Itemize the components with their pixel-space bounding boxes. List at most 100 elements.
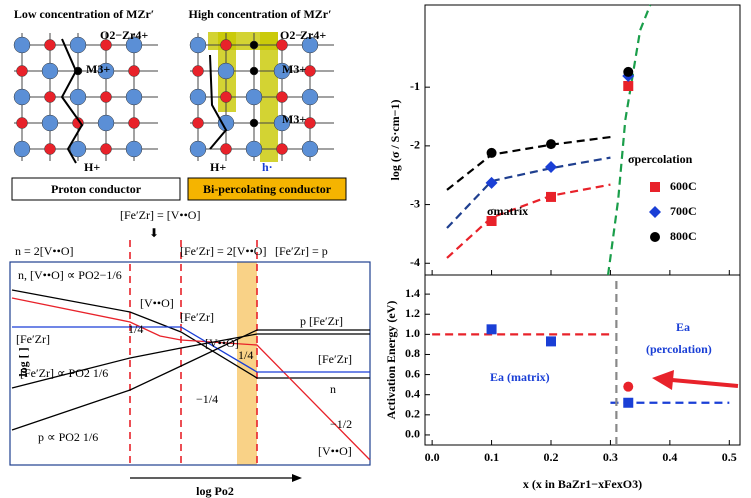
oxygen-ion <box>44 91 56 103</box>
down-arrow: ⬇ <box>149 226 159 240</box>
y-tick-label: 0.4 <box>405 386 420 400</box>
p-curve <box>11 329 370 431</box>
marker <box>623 381 634 392</box>
ion-label: h· <box>262 160 273 174</box>
y-tick-label: -4 <box>410 255 420 269</box>
legend-label: 800C <box>670 229 697 243</box>
x-tick-label: 0.1 <box>484 450 499 464</box>
dopant-ion <box>249 118 259 128</box>
region-label: [Fe′Zr] = 2[V••O] <box>180 244 266 258</box>
panel-title: Low concentration of MZr′ <box>14 7 154 21</box>
marker <box>649 206 661 218</box>
caption-box <box>11 177 181 201</box>
fit-line <box>446 156 611 229</box>
plot-frame <box>424 274 741 446</box>
annotation: Ea <box>676 320 690 334</box>
pointer-arrow <box>671 378 739 388</box>
y-tick-label: -1 <box>410 79 420 93</box>
host-ion <box>125 36 143 54</box>
x-tick-label: 0.4 <box>662 450 677 464</box>
marker <box>623 81 634 91</box>
host-ion <box>273 62 291 80</box>
y-tick-label: 1.0 <box>405 326 420 340</box>
marker <box>486 147 497 158</box>
curve-label: [Fe′Zr] <box>16 332 50 346</box>
ion-label: M3+ <box>282 62 306 76</box>
region-label: [Fe′Zr] = [V••O] <box>120 208 200 222</box>
x-arrowhead <box>292 474 302 482</box>
ion-label: M3+ <box>86 62 110 76</box>
curve-label: p ∝ PO2 1/6 <box>38 430 98 444</box>
oxygen-ion <box>44 39 56 51</box>
caption-box <box>187 177 347 201</box>
highlight-band <box>237 262 257 465</box>
oxygen-ion <box>128 65 140 77</box>
curve-label: p [Fe′Zr] <box>300 314 343 328</box>
legend-label: 700C <box>670 204 697 218</box>
oxygen-ion <box>16 117 28 129</box>
host-ion <box>13 140 31 158</box>
marker <box>486 324 497 335</box>
oxygen-ion <box>276 91 288 103</box>
host-ion <box>13 36 31 54</box>
annotation: σpercolation <box>628 152 693 166</box>
panel-title: High concentration of MZr′ <box>188 7 331 21</box>
x-tick-label: 0.0 <box>425 450 440 464</box>
curve-label: −1/4 <box>196 392 218 406</box>
fe-p-curve <box>11 333 370 389</box>
host-ion <box>97 114 115 132</box>
n-curve <box>11 289 370 379</box>
oxygen-ion <box>192 117 204 129</box>
host-ion <box>13 88 31 106</box>
host-ion <box>125 88 143 106</box>
host-ion <box>41 62 59 80</box>
marker <box>545 161 557 173</box>
vo-curve <box>11 297 371 461</box>
y-tick-label: 0.0 <box>405 427 420 441</box>
oxygen-ion <box>276 143 288 155</box>
curve-label: n <box>330 382 336 396</box>
marker <box>650 232 660 242</box>
host-ion <box>301 36 319 54</box>
marker <box>546 191 556 202</box>
oxygen-ion <box>304 65 316 77</box>
oxygen-ion <box>100 91 112 103</box>
oxygen-ion <box>220 39 232 51</box>
host-ion <box>273 114 291 132</box>
ion-label: H+ <box>210 160 226 174</box>
defect-curves <box>11 289 371 461</box>
marker <box>623 66 634 77</box>
host-ion <box>97 62 115 80</box>
panel-caption: Bi-percolating conductor <box>203 182 332 196</box>
dopant-ion <box>249 66 259 76</box>
marker <box>546 139 556 150</box>
ion-label: Zr4+ <box>122 28 148 42</box>
host-ion <box>301 140 319 158</box>
y-tick-label: -3 <box>410 196 420 210</box>
region-label: n = 2[V••O] <box>15 244 74 258</box>
host-ion <box>217 62 235 80</box>
y-axis-label: Activation Energy (eV) <box>384 301 398 420</box>
curve-label: [Fe′Zr] ∝ PO2 1/6 <box>20 366 108 380</box>
fit-line <box>446 135 611 191</box>
curve-label: n, [V••O] ∝ PO2−1/6 <box>18 268 122 282</box>
host-ion <box>189 140 207 158</box>
oxygen-ion <box>100 39 112 51</box>
region-dividers <box>129 240 258 465</box>
y-tick-label: 0.8 <box>405 346 420 360</box>
host-ion <box>69 140 87 158</box>
host-ion <box>189 36 207 54</box>
fit-line <box>446 183 611 259</box>
dopant-ion <box>249 40 259 50</box>
oxygen-ion <box>220 143 232 155</box>
proton-path <box>209 54 228 150</box>
marker <box>485 176 498 189</box>
y-tick-label: 1.4 <box>405 286 420 300</box>
proton-path <box>60 38 84 164</box>
ion-label: H+ <box>84 160 100 174</box>
oxygen-ion <box>220 91 232 103</box>
y-tick-label: 1.2 <box>405 306 420 320</box>
x-axis-label: x (x in BaZr1−xFexO3) <box>523 477 642 491</box>
curve-label: [V••O] <box>140 296 174 310</box>
